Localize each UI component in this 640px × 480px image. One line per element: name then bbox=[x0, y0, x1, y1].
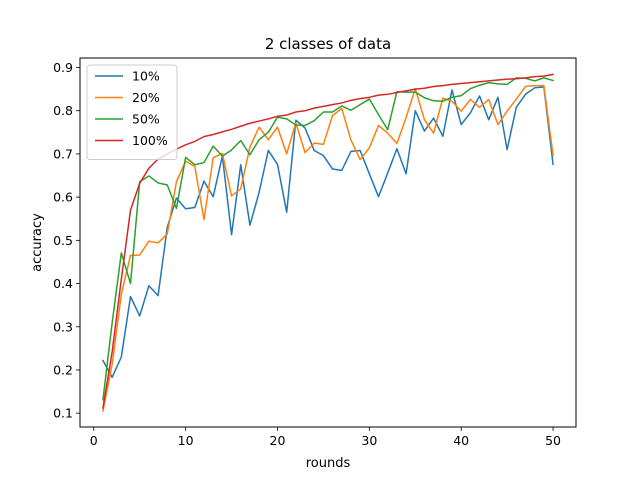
x-tick-label: 30 bbox=[361, 433, 377, 448]
legend-label: 20% bbox=[132, 90, 160, 105]
legend-label: 50% bbox=[132, 112, 160, 127]
series-line-20pct bbox=[102, 84, 554, 412]
y-tick-label: 0.9 bbox=[53, 60, 73, 75]
legend-label: 100% bbox=[132, 133, 168, 148]
y-axis-ticks: 0.1 0.2 0.3 0.4 0.5 0.6 0.7 0.8 0.9 bbox=[53, 60, 80, 421]
legend: 10% 20% 50% 100% bbox=[86, 64, 178, 160]
chart-title: 2 classes of data bbox=[265, 35, 391, 53]
y-tick-label: 0.8 bbox=[53, 103, 73, 118]
y-tick-label: 0.7 bbox=[53, 146, 73, 161]
x-axis-label: rounds bbox=[306, 456, 351, 471]
y-tick-label: 0.2 bbox=[53, 362, 73, 377]
x-tick-label: 40 bbox=[453, 433, 469, 448]
y-tick-label: 0.5 bbox=[53, 233, 73, 248]
legend-box bbox=[86, 64, 178, 160]
legend-label: 10% bbox=[132, 69, 160, 84]
x-tick-label: 0 bbox=[90, 433, 98, 448]
x-tick-label: 20 bbox=[270, 433, 286, 448]
series-line-100pct bbox=[102, 73, 554, 409]
plot-lines bbox=[101, 73, 554, 412]
y-axis-label: accuracy bbox=[30, 213, 45, 272]
y-tick-label: 0.1 bbox=[53, 406, 73, 421]
x-tick-label: 50 bbox=[545, 433, 561, 448]
axes-frame bbox=[79, 57, 577, 428]
y-tick-label: 0.6 bbox=[53, 190, 73, 205]
series-line-50pct bbox=[102, 77, 554, 401]
x-tick-label: 10 bbox=[178, 433, 194, 448]
x-axis-ticks: 0 10 20 30 40 50 bbox=[90, 427, 561, 448]
y-tick-label: 0.4 bbox=[53, 276, 73, 291]
y-tick-label: 0.3 bbox=[53, 319, 73, 334]
